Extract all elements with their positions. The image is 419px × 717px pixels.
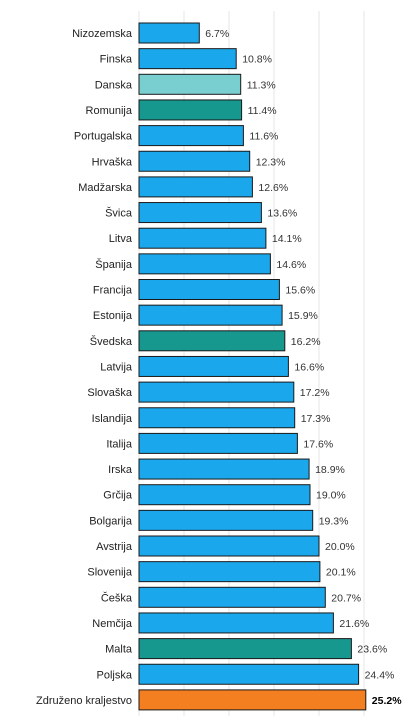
value-label-nemcija: 21.6% <box>339 618 369 630</box>
value-label-grcija: 19.0% <box>316 490 346 502</box>
bar-poljska <box>138 663 360 685</box>
category-label-zdruzeno-kraljestvo: Združeno kraljestvo <box>36 695 132 707</box>
value-label-estonija: 15.9% <box>288 310 318 322</box>
category-label-italija: Italija <box>106 438 133 450</box>
bar-islandija <box>138 407 296 429</box>
bar-litva <box>138 227 267 249</box>
value-label-portugalska: 11.6% <box>249 131 278 143</box>
category-label-svedska: Švedska <box>90 335 133 348</box>
category-label-finska: Finska <box>100 54 133 66</box>
category-label-poljska: Poljska <box>97 669 133 681</box>
value-label-slovaska: 17.2% <box>300 387 330 399</box>
bar-danska <box>138 73 242 95</box>
bar-francija <box>138 279 280 300</box>
bar-portugalska <box>138 125 244 147</box>
bar-spanija <box>138 253 271 275</box>
value-label-italija: 17.6% <box>303 438 333 450</box>
value-label-nizozemska: 6.7% <box>205 28 229 40</box>
category-label-estonija: Estonija <box>93 310 133 322</box>
category-label-avstrija: Avstrija <box>96 541 133 553</box>
value-label-finska: 10.8% <box>242 54 272 66</box>
value-label-francija: 15.6% <box>285 285 315 297</box>
category-label-slovaska: Slovaška <box>87 387 133 399</box>
bar-svedska <box>138 330 286 352</box>
bar-nizozemska <box>138 22 200 44</box>
bars <box>138 22 367 711</box>
bar-zdruzeno-kraljestvo <box>138 689 367 711</box>
value-label-irska: 18.9% <box>315 464 345 476</box>
bar-irska <box>138 458 310 480</box>
category-label-romunija: Romunija <box>86 105 133 117</box>
value-label-spanija: 14.6% <box>276 259 306 271</box>
bar-finska <box>138 48 237 70</box>
bar-slovenija <box>138 561 321 583</box>
bar-avstrija <box>138 535 320 557</box>
category-label-madzarska: Madžarska <box>78 182 133 194</box>
category-label-hrvaska: Hrvaška <box>92 156 133 168</box>
category-label-francija: Francija <box>93 285 133 297</box>
bar-slovaska <box>138 381 295 403</box>
category-label-slovenija: Slovenija <box>87 567 133 579</box>
value-label-islandija: 17.3% <box>301 413 331 425</box>
category-label-bolgarija: Bolgarija <box>89 515 133 527</box>
labels: Nizozemska 6.7% Finska 10.8% Danska 11.3% Romu… <box>36 28 402 707</box>
bar-latvija <box>138 355 289 377</box>
value-label-litva: 14.1% <box>272 233 302 245</box>
value-label-slovenija: 20.1% <box>326 567 356 579</box>
value-label-avstrija: 20.0% <box>325 541 355 553</box>
bar-madzarska <box>138 176 253 198</box>
bar-ceska <box>138 586 326 608</box>
bar-estonija <box>138 304 283 326</box>
value-label-malta: 23.6% <box>357 644 387 656</box>
bar-malta <box>138 638 352 660</box>
category-label-svica: Švica <box>105 207 133 220</box>
category-label-malta: Malta <box>105 644 133 656</box>
category-label-nizozemska: Nizozemska <box>72 28 133 40</box>
category-label-islandija: Islandija <box>92 413 133 425</box>
bar-svica <box>138 202 262 224</box>
bar-hrvaska <box>138 150 251 172</box>
category-label-grcija: Grčija <box>103 490 133 502</box>
value-label-svedska: 16.2% <box>291 336 321 348</box>
value-label-danska: 11.3% <box>247 79 276 91</box>
category-label-nemcija: Nemčija <box>92 618 133 630</box>
value-label-hrvaska: 12.3% <box>256 156 286 168</box>
bar-italija <box>138 432 298 454</box>
category-label-spanija: Španija <box>95 258 133 271</box>
category-label-ceska: Češka <box>101 591 133 604</box>
value-label-svica: 13.6% <box>267 208 297 220</box>
bar-romunija <box>138 99 243 121</box>
bar-grcija <box>138 484 311 506</box>
value-label-bolgarija: 19.3% <box>319 515 349 527</box>
bar-bolgarija <box>138 509 314 531</box>
category-label-latvija: Latvija <box>100 361 133 373</box>
value-label-poljska: 24.4% <box>365 669 395 681</box>
value-label-latvija: 16.6% <box>294 361 324 373</box>
bar-nemcija <box>138 612 334 634</box>
value-label-romunija: 11.4% <box>248 105 277 117</box>
value-label-madzarska: 12.6% <box>258 182 288 194</box>
category-label-irska: Irska <box>108 464 133 476</box>
category-label-portugalska: Portugalska <box>74 131 133 143</box>
category-label-danska: Danska <box>95 79 133 91</box>
value-label-zdruzeno-kraljestvo: 25.2% <box>372 695 402 707</box>
category-label-litva: Litva <box>109 233 133 245</box>
value-label-ceska: 20.7% <box>331 592 361 604</box>
